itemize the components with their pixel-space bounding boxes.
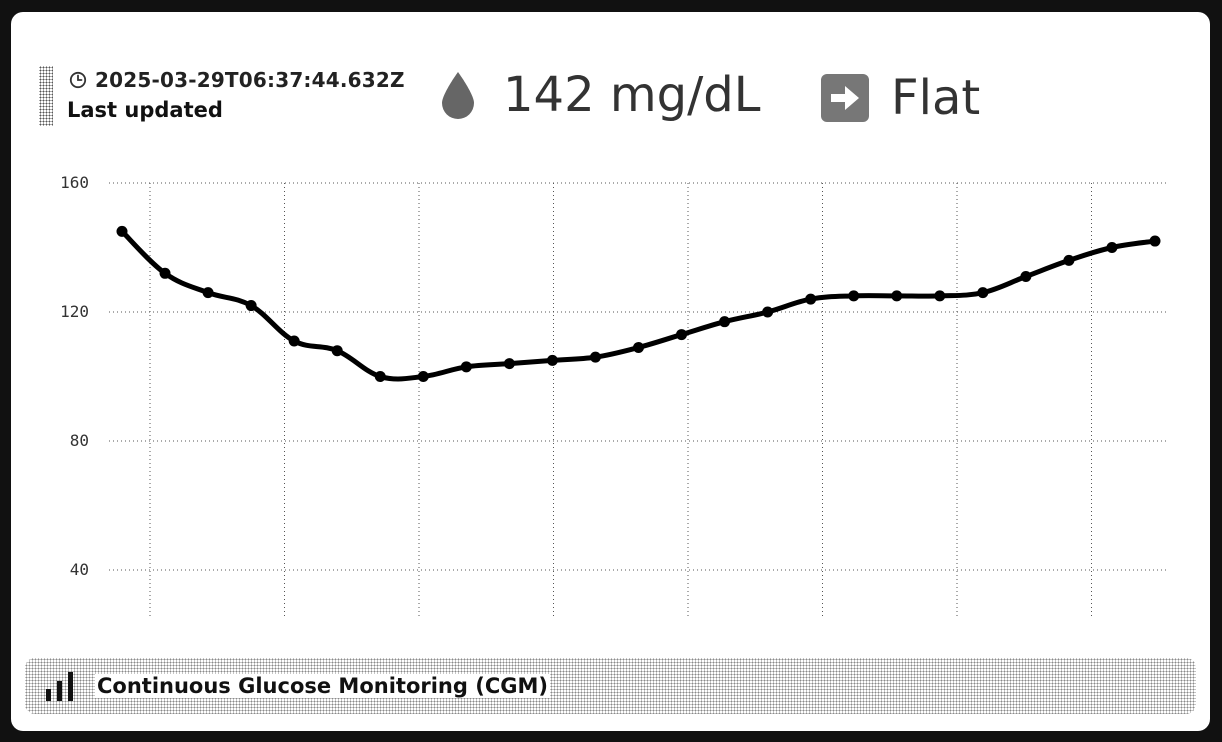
data-point	[202, 287, 214, 299]
last-updated-label: Last updated	[67, 98, 223, 122]
data-point	[417, 371, 429, 382]
y-tick-label: 160	[60, 173, 89, 192]
footer-title: Continuous Glucose Monitoring (CGM)	[95, 674, 550, 698]
data-point	[288, 335, 300, 347]
data-point	[1020, 271, 1032, 283]
clock-icon	[69, 71, 87, 89]
data-point	[116, 225, 128, 237]
y-tick-label: 80	[70, 431, 89, 450]
data-point	[546, 354, 558, 366]
data-point	[805, 293, 817, 305]
trend-text: Flat	[891, 70, 981, 126]
data-point	[1106, 242, 1118, 253]
data-point	[331, 345, 343, 357]
header: 2025-03-29T06:37:44.632Z Last updated 14…	[11, 12, 1210, 162]
data-point	[503, 358, 515, 370]
bar-chart-icon	[46, 672, 73, 701]
arrow-right-icon	[821, 74, 869, 122]
data-point	[460, 361, 472, 373]
data-point	[934, 290, 946, 302]
footer-bar: Continuous Glucose Monitoring (CGM)	[25, 658, 1196, 714]
y-tick-label: 120	[60, 302, 89, 321]
last-updated-timestamp: 2025-03-29T06:37:44.632Z	[95, 68, 405, 92]
data-point	[676, 329, 688, 341]
data-point	[589, 351, 601, 363]
dither-strip	[39, 66, 53, 126]
glucose-value: 142 mg/dL	[503, 67, 761, 123]
data-point	[633, 341, 644, 353]
series-line	[119, 228, 1158, 382]
data-point	[848, 290, 860, 302]
data-point	[1063, 254, 1075, 266]
data-point	[1149, 235, 1161, 247]
data-point	[762, 306, 774, 318]
blood-drop-icon	[442, 72, 474, 119]
glucose-reading: 142 mg/dL	[439, 70, 760, 120]
data-point	[719, 316, 731, 328]
y-tick-label: 40	[70, 560, 89, 579]
data-point	[977, 287, 989, 299]
data-point	[891, 290, 903, 302]
cgm-card: 2025-03-29T06:37:44.632Z Last updated 14…	[11, 12, 1210, 731]
data-point	[245, 300, 257, 312]
timestamp-row: 2025-03-29T06:37:44.632Z	[69, 68, 405, 92]
glucose-chart: 40 80 120 160	[60, 173, 1166, 617]
data-point	[374, 371, 386, 382]
data-point	[159, 267, 171, 279]
trend-indicator: Flat	[821, 74, 980, 122]
